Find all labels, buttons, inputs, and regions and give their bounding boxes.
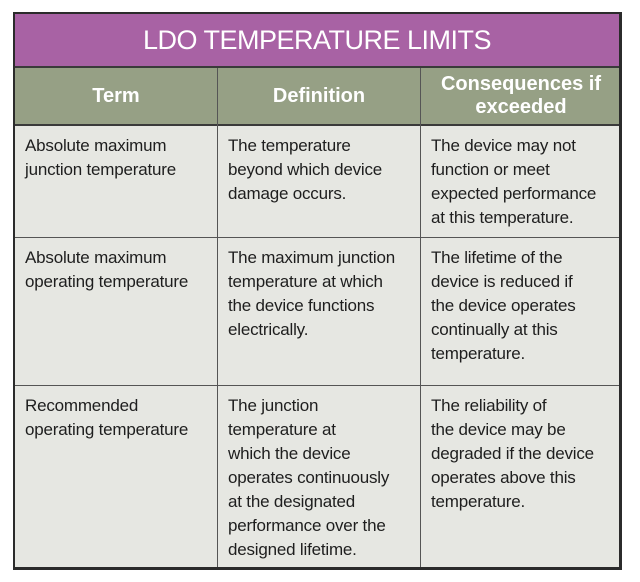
row-divider xyxy=(15,237,619,238)
table-header-row: Term Definition Consequences if exceeded xyxy=(15,68,619,126)
table-title: LDO TEMPERATURE LIMITS xyxy=(15,14,619,68)
column-divider xyxy=(420,68,421,567)
header-consequences: Consequences if exceeded xyxy=(440,73,602,118)
row-2-term: Absolute maximum operating temperature xyxy=(25,248,189,291)
column-divider xyxy=(217,68,218,567)
row-2-consequences: The lifetime of the device is reduced if… xyxy=(431,248,576,363)
row-3-definition: The junction temperature at which the de… xyxy=(228,396,390,559)
row-2-definition: The maximum junction temperature at whic… xyxy=(228,248,396,339)
row-1-definition: The temperature beyond which device dama… xyxy=(228,136,383,203)
row-1-term: Absolute maximum junction temperature xyxy=(25,136,176,179)
header-definition: Definition xyxy=(272,84,366,107)
header-term: Term xyxy=(92,84,140,107)
ldo-temperature-limits-table: LDO TEMPERATURE LIMITS Term Definition C… xyxy=(13,12,622,570)
row-3-term: Recommended operating temperature xyxy=(25,396,189,439)
row-divider xyxy=(15,385,619,386)
row-3-consequences: The reliability of the device may be deg… xyxy=(431,396,594,511)
row-1-consequences: The device may not function or meet expe… xyxy=(431,136,597,227)
